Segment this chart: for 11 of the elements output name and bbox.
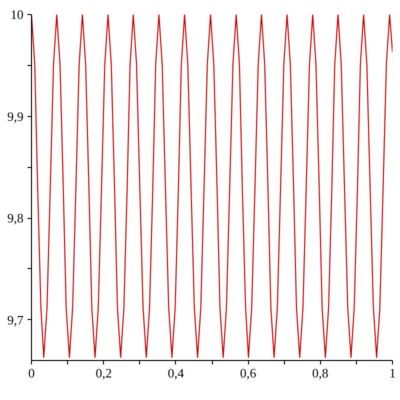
- y-tick-label: 9,9: [7, 108, 24, 124]
- x-tick-label: 1: [389, 366, 396, 380]
- line-series: [32, 14, 392, 358]
- y-tick-label: 9,7: [7, 312, 24, 328]
- x-tick-label: 0: [28, 366, 35, 380]
- x-tick-label: 0,8: [312, 366, 328, 380]
- x-tick-label: 0,2: [96, 366, 112, 380]
- y-tick-label: 10: [10, 7, 24, 22]
- y-tick-label: 9,8: [7, 210, 24, 226]
- x-tick-label: 0,4: [168, 366, 185, 380]
- x-tick-label: 0,6: [240, 366, 257, 380]
